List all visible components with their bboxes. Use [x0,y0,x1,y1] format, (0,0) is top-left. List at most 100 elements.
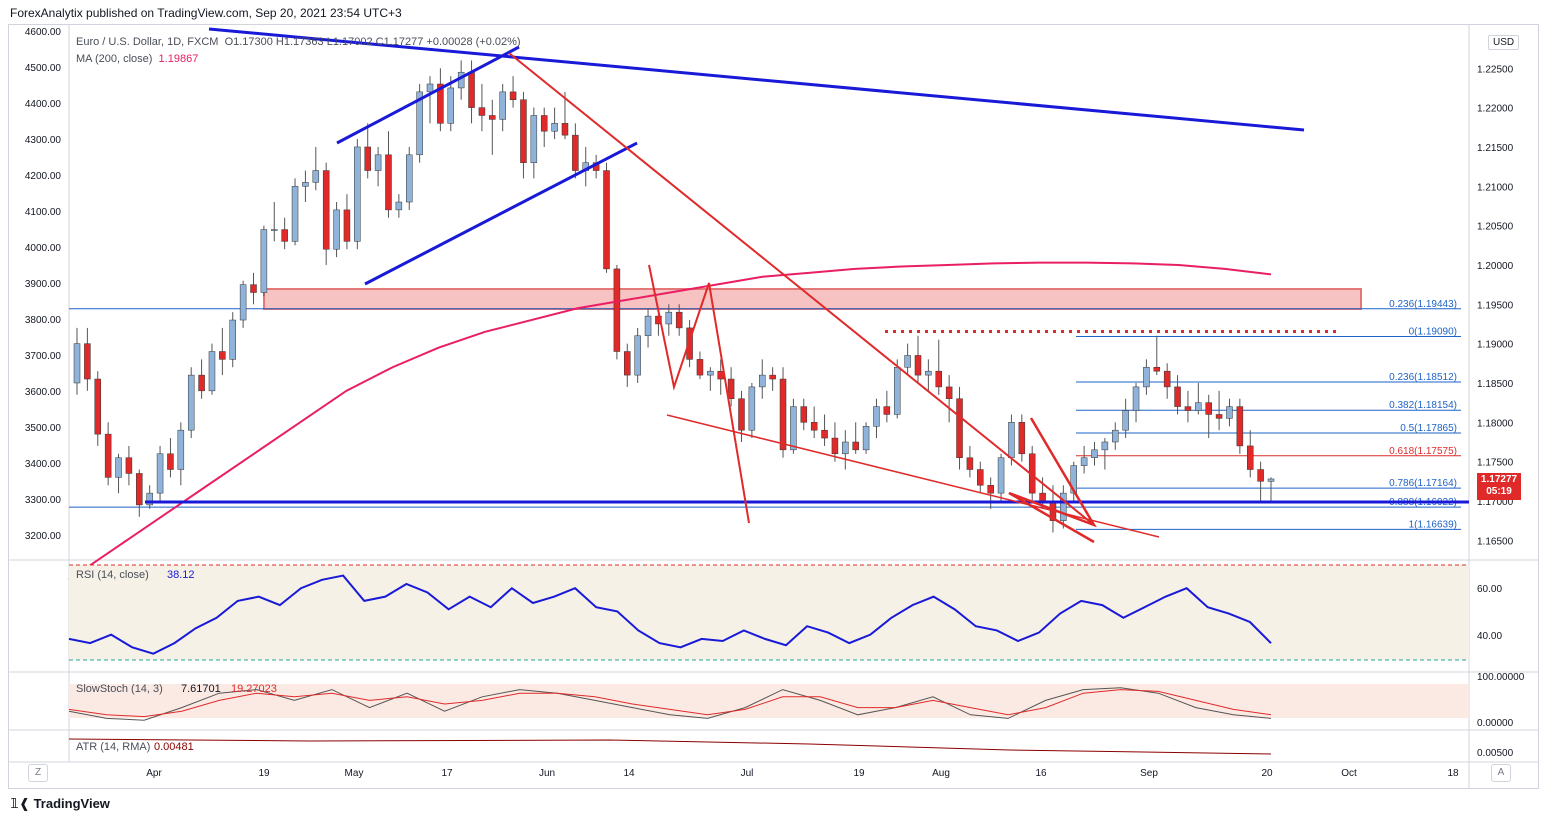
stoch-k-line [68,687,1272,721]
candle-body [177,429,185,470]
candle-body [727,378,735,399]
symbol-title: Euro / U.S. Dollar, 1D, FXCM [76,36,219,48]
rsi-label: RSI (14, close) [76,569,149,581]
candle-body [156,453,164,494]
candle-body [873,406,880,427]
auto-scale-button[interactable]: A [1491,764,1511,782]
wedge-upper-line [508,52,1095,526]
x-axis-tick: 17 [441,768,453,779]
x-axis-tick: Jun [539,768,555,779]
candle-body [229,319,236,360]
candle-body [831,437,839,455]
candle-body [1267,478,1275,482]
right-axis-tick: 1.22000 [1477,104,1514,115]
channel-lower-line [364,141,638,286]
rsi-axis-tick: 40.00 [1477,631,1502,642]
fib-level-label: 0.236(1.18512) [1389,372,1457,383]
x-axis-tick: Oct [1341,768,1357,779]
candle-body [84,343,91,380]
candle-body [260,229,268,293]
candle-body [1257,469,1264,482]
candle-body [1080,457,1088,466]
right-axis-tick: 1.17000 [1477,497,1514,508]
candle-body [707,370,714,376]
right-axis-tick: 1.20000 [1477,261,1514,272]
candle-body [374,154,382,171]
candle-body [437,83,444,124]
candle-body [198,374,205,392]
stoch-axis-tick: 100.00000 [1477,672,1525,683]
candle-body [665,311,673,325]
left-axis-tick: 3300.00 [25,495,62,506]
candle-body [208,351,216,392]
candle-body [239,284,247,321]
symbol-legend: Euro / U.S. Dollar, 1D, FXCM O1.17300 H1… [76,36,521,48]
candle-body [447,87,455,124]
candle-body [1060,492,1067,521]
stoch-d-value: 19.27023 [231,683,277,695]
candle-body [146,492,153,506]
atr-line [68,738,1272,755]
tradingview-logo[interactable]: 𝟙❰ TradingView [10,796,110,812]
candle-body [187,374,195,431]
candle-body [634,335,641,376]
last-price-tag: 1.17277 05:19 [1477,473,1521,500]
candle-body [94,378,102,435]
candle-body [1195,402,1202,411]
candle-body [769,374,776,380]
left-axis-tick: 4500.00 [25,63,62,74]
right-axis-tick: 1.16500 [1477,536,1514,547]
candle-body [738,398,745,431]
candle-body [914,355,922,376]
chart-frame[interactable]: 4600.00 4500.00 4400.00 4300.00 4200.00 4100.… [8,24,1539,789]
right-axis-tick: 1.18000 [1477,418,1514,429]
left-axis-tick: 4400.00 [25,99,62,110]
ohlc-readout: O1.17300 H1.17363 L1.17002 C1.17277 +0.0… [224,36,521,48]
left-axis-tick: 3600.00 [25,387,62,398]
candle-body [644,315,652,337]
candle-body [904,355,911,368]
zoom-button[interactable]: Z [28,764,48,782]
candle-body [1132,386,1140,411]
candle-body [499,91,506,120]
stoch-label: SlowStoch (14, 3) [76,683,163,695]
candle-body [426,83,434,93]
candle-body [800,406,808,423]
left-axis-tick: 4300.00 [25,135,62,146]
left-axis-tick: 3900.00 [25,279,62,290]
currency-badge[interactable]: USD [1488,35,1520,50]
descending-trendline [208,27,1305,132]
candle-body [520,99,527,163]
candle-body [115,457,122,478]
candle-body [956,398,963,458]
fib-level-label: 0.5(1.17865) [1400,423,1457,434]
tradingview-logo-icon: 𝟙❰ [10,796,30,811]
candle-body [136,473,143,506]
x-axis-tick: 19 [853,768,865,779]
left-axis-tick: 4200.00 [25,171,62,182]
x-axis-tick: Aug [932,768,950,779]
candle-body [675,311,683,329]
rsi-background [69,565,1469,660]
candle-body [343,209,351,242]
candle-body [540,115,548,132]
falling-wedge-pattern [1008,417,1097,544]
candle-body [405,154,413,203]
x-axis-tick: Sep [1140,768,1158,779]
candle-body [1163,370,1171,388]
right-axis-tick: 1.17500 [1477,458,1514,469]
x-axis-tick: 14 [623,768,635,779]
candle-body [997,457,1005,494]
ma-value: 1.19867 [158,53,199,65]
candle-body [1101,441,1109,451]
ma200-line [68,261,1272,581]
last-price: 1.17277 [1480,474,1518,485]
stoch-d-line [68,689,1272,718]
candle-body [250,284,257,293]
x-axis-tick: Jul [741,768,754,779]
candle-body [759,374,766,388]
candle-body [291,186,299,242]
candle-body [1226,406,1233,419]
chart-canvas[interactable]: 4600.00 4500.00 4400.00 4300.00 4200.00 4100.… [9,25,1538,788]
atr-label: ATR (14, RMA) [76,741,150,753]
